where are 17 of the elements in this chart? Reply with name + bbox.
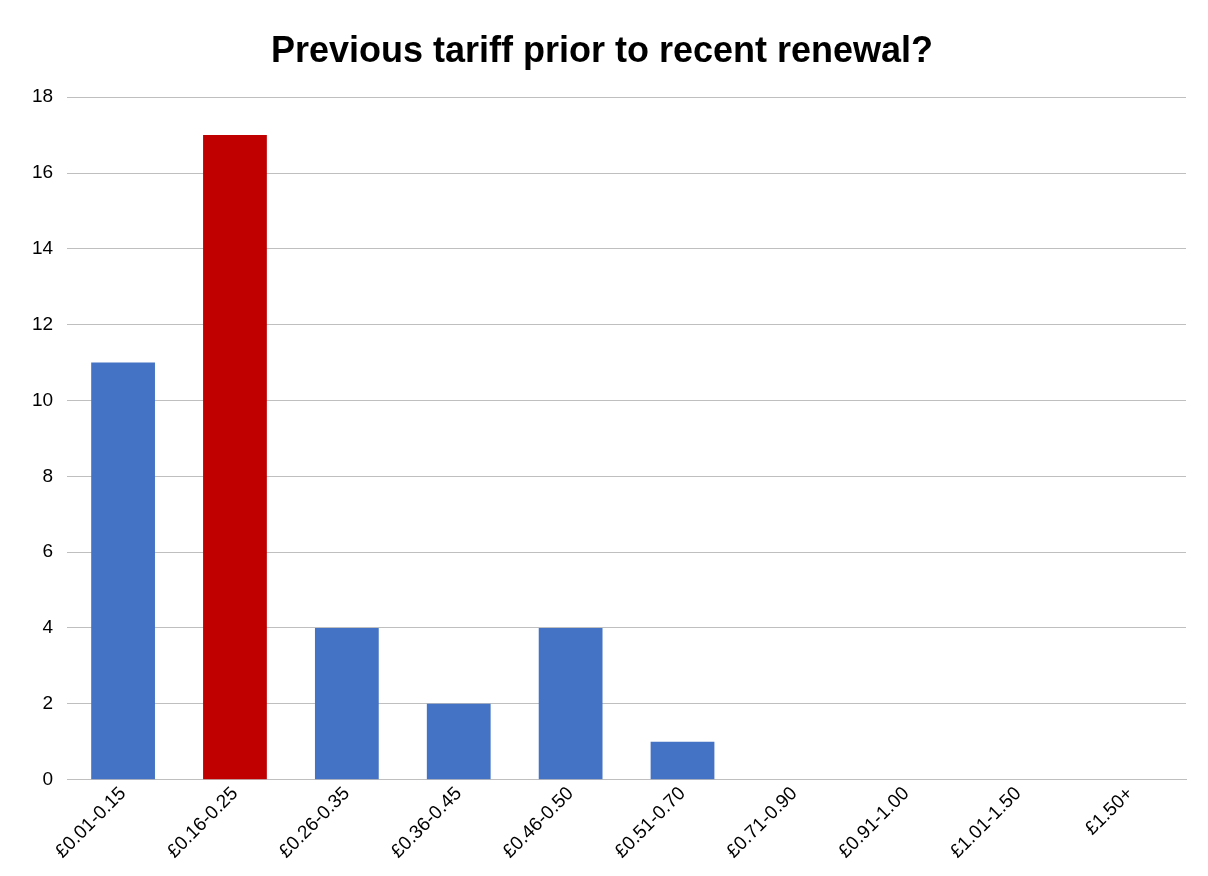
y-tick-label: 0 (42, 767, 54, 789)
bar (650, 741, 715, 780)
y-tick-label: 12 (31, 312, 54, 334)
bar (426, 703, 491, 780)
y-tick-label: 10 (31, 388, 54, 410)
bar (314, 627, 379, 780)
y-tick-label: 6 (42, 540, 54, 562)
bar (203, 135, 267, 780)
y-tick-label: 8 (42, 464, 54, 486)
y-tick-label: 14 (31, 237, 54, 259)
bar (538, 627, 603, 780)
bar (91, 362, 155, 780)
y-tick-label: 2 (42, 692, 54, 714)
y-tick-label: 4 (42, 616, 54, 638)
y-tick-label: 16 (31, 161, 54, 183)
y-tick-label: 18 (31, 85, 54, 107)
chart-title: Previous tariff prior to recent renewal? (270, 28, 934, 70)
